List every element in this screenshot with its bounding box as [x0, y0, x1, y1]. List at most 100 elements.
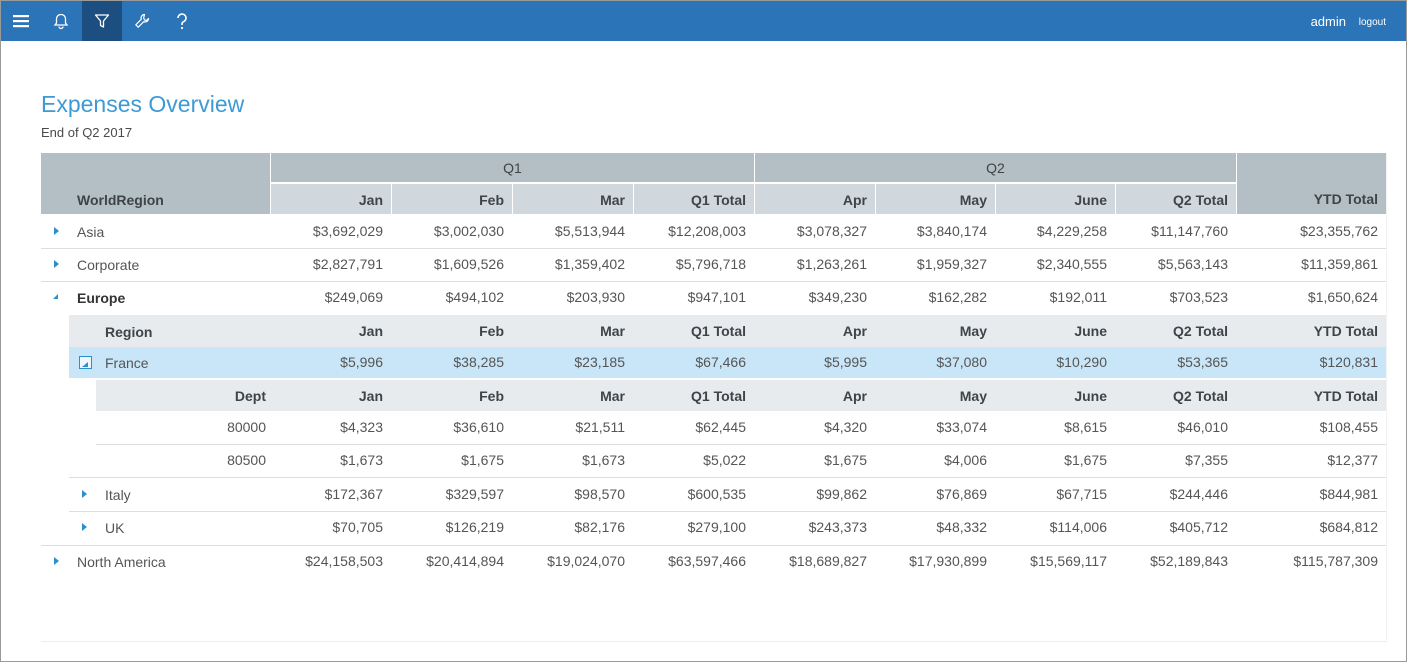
value-cell: $23,185 — [574, 354, 625, 370]
value-cell: $3,840,174 — [916, 223, 987, 239]
column-header-jan[interactable]: Jan — [271, 184, 391, 214]
value-cell: $1,263,261 — [796, 256, 867, 272]
column-header-q1-total[interactable]: Q1 Total — [634, 184, 754, 214]
expand-caret-icon[interactable] — [54, 557, 59, 565]
expand-caret-icon[interactable] — [54, 227, 59, 235]
row-label-north-america[interactable]: North America — [77, 554, 166, 570]
help-icon[interactable] — [162, 1, 202, 41]
row-divider — [41, 281, 1386, 282]
column-header-apr[interactable]: Apr — [755, 184, 875, 214]
value-cell: $98,570 — [574, 486, 625, 502]
value-cell: $1,609,526 — [433, 256, 504, 272]
column-header-ytd-total[interactable]: YTD Total — [1313, 191, 1378, 207]
sub-column-header: Apr — [758, 315, 875, 347]
menu-icon[interactable] — [1, 1, 41, 41]
value-cell: $3,078,327 — [796, 223, 867, 239]
value-cell: $37,080 — [936, 354, 987, 370]
value-cell: $99,862 — [816, 486, 867, 502]
pivot-grid: WorldRegion Q1 Q2 Jan Feb Mar Q1 Total Apr May Ju… — [41, 153, 1387, 642]
value-cell: $4,006 — [944, 452, 987, 468]
value-cell: $23,355,762 — [1300, 223, 1378, 239]
column-group-q1: Q1 — [271, 153, 754, 182]
username: admin — [1310, 14, 1346, 29]
value-cell: $17,930,899 — [909, 553, 987, 569]
value-cell: $62,445 — [695, 419, 746, 435]
column-header-june[interactable]: June — [996, 184, 1115, 214]
value-cell: $114,006 — [1049, 519, 1107, 535]
row-label-italy[interactable]: Italy — [105, 487, 131, 503]
value-cell: $76,869 — [936, 486, 987, 502]
value-cell: $1,359,402 — [554, 256, 625, 272]
value-cell: $1,673 — [582, 452, 625, 468]
value-cell: $5,513,944 — [554, 223, 625, 239]
column-header-q2-total[interactable]: Q2 Total — [1116, 184, 1236, 214]
expand-caret-icon[interactable] — [54, 260, 59, 268]
collapse-box-icon[interactable] — [79, 356, 92, 369]
column-header-feb[interactable]: Feb — [392, 184, 512, 214]
value-cell: $5,022 — [703, 452, 746, 468]
value-cell: $11,359,861 — [1301, 256, 1378, 272]
row-label-corporate[interactable]: Corporate — [77, 257, 140, 273]
sub-column-header: Mar — [516, 315, 633, 347]
value-cell: $703,523 — [1169, 289, 1228, 305]
value-cell: $7,355 — [1185, 452, 1228, 468]
value-cell: $600,535 — [687, 486, 746, 502]
dept-column-header: Apr — [758, 380, 875, 411]
logout-link[interactable]: logout — [1358, 17, 1386, 28]
value-cell: $349,230 — [808, 289, 867, 305]
value-cell: $1,675 — [1064, 452, 1107, 468]
value-cell: $1,675 — [824, 452, 867, 468]
value-cell: $684,812 — [1319, 519, 1378, 535]
value-cell: $53,365 — [1177, 354, 1228, 370]
value-cell: $82,176 — [574, 519, 625, 535]
value-cell: $120,831 — [1319, 354, 1378, 370]
page-subtitle: End of Q2 2017 — [41, 125, 133, 140]
column-header-may[interactable]: May — [876, 184, 995, 214]
value-cell: $203,930 — [566, 289, 625, 305]
value-cell: $162,282 — [928, 289, 987, 305]
value-cell: $1,675 — [461, 452, 504, 468]
column-header-mar[interactable]: Mar — [513, 184, 633, 214]
dept-column-header: Mar — [516, 380, 633, 411]
row-divider — [41, 248, 1386, 249]
dept-label: 80500 — [227, 452, 266, 468]
selected-row-bg — [69, 347, 1386, 378]
expand-caret-icon[interactable] — [82, 523, 87, 531]
row-label-europe[interactable]: Europe — [77, 290, 126, 306]
sub-column-header: May — [879, 315, 995, 347]
dept-label: 80000 — [227, 419, 266, 435]
bell-icon[interactable] — [41, 1, 81, 41]
value-cell: $4,229,258 — [1036, 223, 1107, 239]
value-cell: $21,511 — [575, 419, 625, 435]
value-cell: $172,367 — [324, 486, 383, 502]
row-label-asia[interactable]: Asia — [77, 224, 105, 240]
dept-column-header: Feb — [395, 380, 512, 411]
row-divider — [96, 444, 1386, 445]
filter-icon[interactable] — [82, 1, 122, 41]
value-cell: $1,959,327 — [916, 256, 987, 272]
value-cell: $46,010 — [1177, 419, 1228, 435]
value-cell: $329,597 — [445, 486, 504, 502]
expand-caret-icon[interactable] — [82, 490, 87, 498]
row-divider — [69, 477, 1386, 478]
dept-column-header: Q2 Total — [1119, 380, 1236, 411]
value-cell: $12,208,003 — [668, 223, 746, 239]
sub-column-header: Feb — [395, 315, 512, 347]
sub-column-header: YTD Total — [1240, 315, 1386, 347]
value-cell: $1,650,624 — [1307, 289, 1378, 305]
wrench-icon[interactable] — [122, 1, 162, 41]
value-cell: $844,981 — [1319, 486, 1378, 502]
dept-header-label: Dept — [234, 388, 266, 404]
collapse-caret-icon[interactable] — [53, 294, 58, 299]
row-label-uk[interactable]: UK — [105, 520, 125, 536]
value-cell: $3,692,029 — [312, 223, 383, 239]
value-cell: $494,102 — [445, 289, 504, 305]
value-cell: $405,712 — [1169, 519, 1228, 535]
value-cell: $244,446 — [1169, 486, 1228, 502]
value-cell: $20,414,894 — [426, 553, 504, 569]
value-cell: $192,011 — [1049, 289, 1107, 305]
value-cell: $19,024,070 — [547, 553, 625, 569]
value-cell: $63,597,466 — [668, 553, 746, 569]
row-label-france[interactable]: France — [105, 355, 149, 371]
sub-column-header: Jan — [274, 315, 391, 347]
